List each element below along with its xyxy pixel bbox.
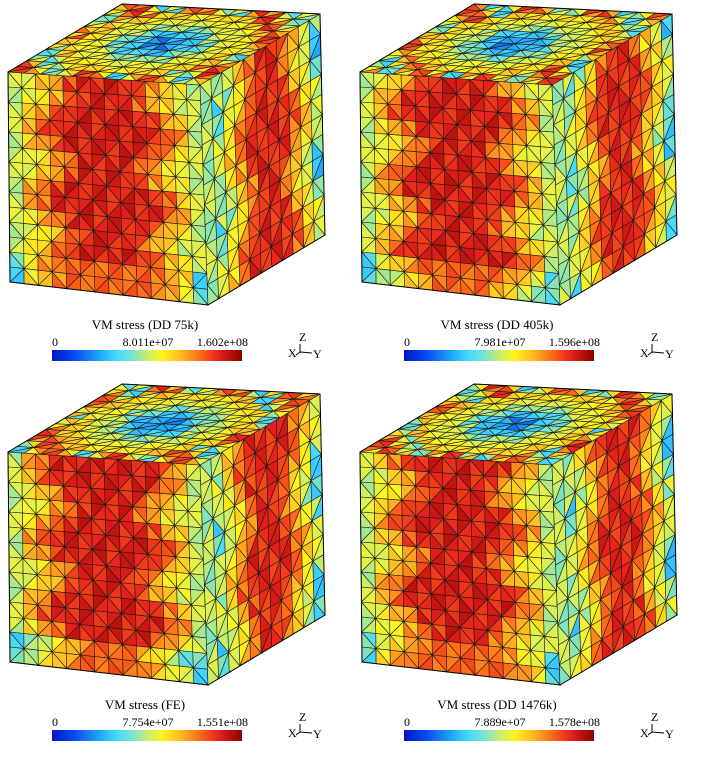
colorbar-max: 1.596e+08 xyxy=(548,335,600,349)
axis-triad: Z X Y xyxy=(640,710,680,742)
colorbar-mid: 7.889e+07 xyxy=(474,715,526,729)
cube-outline xyxy=(7,383,326,686)
colorbar xyxy=(52,730,242,741)
plot-title: VM stress (FE) xyxy=(104,697,186,712)
cube-outline xyxy=(7,3,326,306)
axis-z-label: Z xyxy=(651,330,659,344)
colorbar-min: 0 xyxy=(404,715,410,729)
colorbar-mid: 8.011e+07 xyxy=(122,335,174,349)
axis-triad-lines xyxy=(295,724,313,736)
colorbar-min: 0 xyxy=(404,335,410,349)
plot-title: VM stress (DD 75k) xyxy=(91,317,199,332)
axis-x-label: X xyxy=(640,346,649,360)
stress-cube-render xyxy=(0,380,351,698)
colorbar-mid: 7.981e+07 xyxy=(474,335,526,349)
axis-x-label: X xyxy=(288,726,297,740)
colorbar-min: 0 xyxy=(52,335,58,349)
axis-y-label: Y xyxy=(665,347,674,361)
axis-triad-lines xyxy=(647,724,665,736)
stress-cube-render xyxy=(0,0,351,318)
axis-y-label: Y xyxy=(313,347,322,361)
axis-y-label: Y xyxy=(313,727,322,741)
panel-dd-405k: VM stress (DD 405k) 0 7.981e+07 1.596e+0… xyxy=(352,0,703,380)
axis-z-label: Z xyxy=(299,330,307,344)
colorbar-min: 0 xyxy=(52,715,58,729)
colorbar-mid: 7.754e+07 xyxy=(122,715,174,729)
cube-outline xyxy=(359,3,678,306)
panel-dd-1476k: VM stress (DD 1476k) 0 7.889e+07 1.578e+… xyxy=(352,380,703,760)
axis-triad-lines xyxy=(647,344,665,356)
cube-outline xyxy=(359,383,678,686)
colorbar-ticks: 0 8.011e+07 1.602e+08 xyxy=(48,335,248,349)
axis-z-label: Z xyxy=(299,710,307,724)
colorbar-ticks: 0 7.754e+07 1.551e+08 xyxy=(48,715,248,729)
stress-cube-render xyxy=(352,380,703,698)
colorbar-max: 1.602e+08 xyxy=(196,335,248,349)
colorbar-ticks: 0 7.981e+07 1.596e+08 xyxy=(400,335,600,349)
colorbar xyxy=(404,350,594,361)
colorbar-max: 1.551e+08 xyxy=(196,715,248,729)
axis-x-label: X xyxy=(288,346,297,360)
axis-triad-lines xyxy=(295,344,313,356)
colorbar xyxy=(404,730,594,741)
axis-triad: Z X Y xyxy=(288,330,328,362)
axis-y-label: Y xyxy=(665,727,674,741)
plot-title: VM stress (DD 405k) xyxy=(440,317,554,332)
panel-dd-75k: VM stress (DD 75k) 0 8.011e+07 1.602e+08… xyxy=(0,0,351,380)
stress-cube-render xyxy=(352,0,703,318)
axis-triad: Z X Y xyxy=(640,330,680,362)
plot-title: VM stress (DD 1476k) xyxy=(437,697,557,712)
panel-fe: VM stress (FE) 0 7.754e+07 1.551e+08 Z X… xyxy=(0,380,351,760)
axis-z-label: Z xyxy=(651,710,659,724)
colorbar xyxy=(52,350,242,361)
colorbar-max: 1.578e+08 xyxy=(548,715,600,729)
colorbar-ticks: 0 7.889e+07 1.578e+08 xyxy=(400,715,600,729)
axis-triad: Z X Y xyxy=(288,710,328,742)
axis-x-label: X xyxy=(640,726,649,740)
